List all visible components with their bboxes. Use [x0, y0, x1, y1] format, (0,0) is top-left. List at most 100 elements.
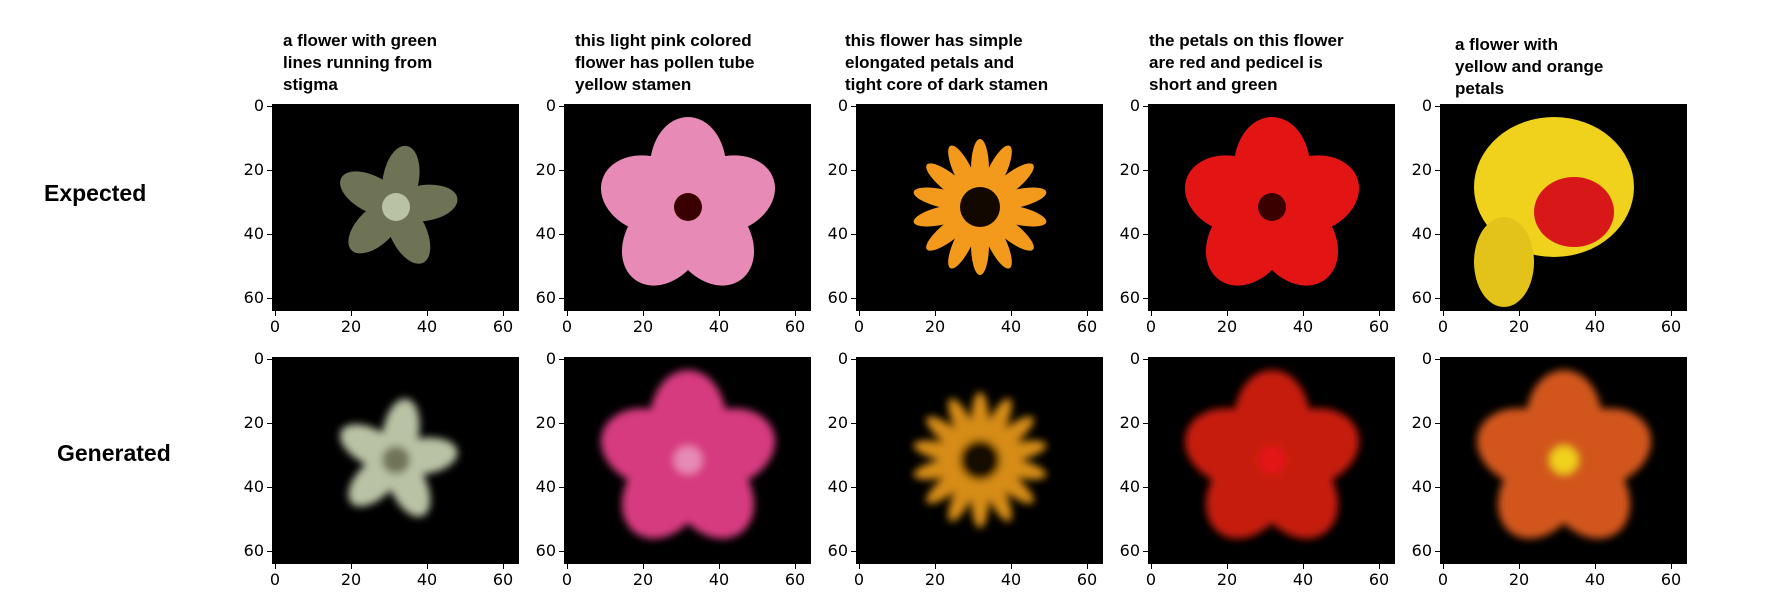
x-tick: [427, 564, 428, 569]
orange-yellow-blurry-flower-image: [913, 392, 1047, 528]
x-tick: [1151, 564, 1152, 569]
dark-red-blurry-flower-image: [1184, 370, 1360, 539]
y-tick-label: 0: [545, 96, 556, 115]
y-tick: [851, 423, 856, 424]
y-tick: [267, 298, 272, 299]
y-axis-line: [1440, 104, 1441, 310]
y-tick: [1143, 298, 1148, 299]
y-tick: [559, 487, 564, 488]
x-tick: [1087, 564, 1088, 569]
x-tick-label: 60: [1076, 570, 1098, 589]
x-tick: [351, 564, 352, 569]
y-tick-label: 0: [1129, 349, 1140, 368]
y-tick: [1143, 106, 1148, 107]
x-tick-label: 20: [1508, 317, 1530, 336]
x-tick: [1227, 564, 1228, 569]
y-tick-label: 60: [827, 288, 848, 307]
y-tick-label: 0: [545, 349, 556, 368]
panel-caption: the petals on this flower are red and pe…: [1149, 31, 1344, 94]
x-axis-line: [856, 563, 1103, 564]
y-tick: [851, 170, 856, 171]
x-tick-label: 0: [1437, 317, 1449, 336]
x-axis-line: [856, 310, 1103, 311]
x-tick-label: 60: [1076, 317, 1098, 336]
x-tick-label: 40: [708, 317, 730, 336]
x-tick-label: 20: [632, 570, 654, 589]
y-tick: [851, 298, 856, 299]
panel-caption: this flower has simple elongated petals …: [845, 31, 1049, 94]
x-tick: [795, 311, 796, 316]
x-tick-label: 40: [708, 570, 730, 589]
y-tick: [851, 106, 856, 107]
x-tick-label: 60: [492, 570, 514, 589]
magenta-blurry-flower-image: [600, 370, 776, 539]
x-tick: [1519, 311, 1520, 316]
y-tick-label: 20: [1411, 413, 1432, 432]
y-tick: [1435, 170, 1440, 171]
y-tick-label: 0: [253, 96, 264, 115]
y-tick-label: 60: [243, 288, 264, 307]
x-tick-label: 0: [853, 317, 865, 336]
x-tick-label: 20: [924, 317, 946, 336]
x-tick: [351, 311, 352, 316]
x-tick: [935, 564, 936, 569]
x-tick-label: 20: [1216, 570, 1238, 589]
x-tick: [1227, 311, 1228, 316]
generated-image-panel: [1149, 357, 1395, 563]
y-tick: [267, 551, 272, 552]
y-tick-label: 0: [837, 96, 848, 115]
y-axis-line: [564, 357, 565, 563]
y-tick: [267, 359, 272, 360]
y-tick-label: 40: [535, 477, 556, 496]
expected-image-panel: [273, 104, 519, 310]
generated-image-panel: [857, 357, 1103, 563]
x-tick-label: 40: [1292, 317, 1314, 336]
x-tick-label: 60: [784, 570, 806, 589]
y-tick-label: 20: [827, 160, 848, 179]
x-axis-line: [564, 563, 811, 564]
y-axis-line: [1148, 104, 1149, 310]
y-tick: [851, 487, 856, 488]
y-tick: [1143, 170, 1148, 171]
y-tick-label: 20: [243, 160, 264, 179]
y-tick: [267, 487, 272, 488]
y-tick-label: 40: [827, 224, 848, 243]
y-tick-label: 40: [243, 224, 264, 243]
x-axis-line: [1148, 310, 1395, 311]
y-tick-label: 40: [1119, 477, 1140, 496]
x-tick: [1595, 564, 1596, 569]
y-tick: [267, 423, 272, 424]
x-tick: [859, 564, 860, 569]
x-tick: [503, 564, 504, 569]
y-tick: [559, 234, 564, 235]
x-tick: [1671, 311, 1672, 316]
y-tick: [1435, 423, 1440, 424]
y-axis-line: [564, 104, 565, 310]
y-tick: [1435, 359, 1440, 360]
x-tick-label: 40: [1000, 570, 1022, 589]
generated-image-panel: [565, 357, 811, 563]
y-tick: [267, 106, 272, 107]
y-tick: [1143, 234, 1148, 235]
x-tick-label: 20: [1508, 570, 1530, 589]
y-tick-label: 0: [1129, 96, 1140, 115]
x-tick-label: 40: [416, 570, 438, 589]
x-axis-line: [1440, 563, 1687, 564]
y-tick-label: 60: [535, 541, 556, 560]
y-tick-label: 60: [243, 541, 264, 560]
y-tick-label: 0: [253, 349, 264, 368]
y-tick-label: 40: [535, 224, 556, 243]
x-tick-label: 20: [632, 317, 654, 336]
x-tick-label: 40: [1000, 317, 1022, 336]
x-tick: [275, 311, 276, 316]
y-tick: [267, 234, 272, 235]
y-axis-line: [856, 357, 857, 563]
y-tick-label: 0: [1421, 96, 1432, 115]
yellow-red-gladiolus-image: [1474, 117, 1634, 307]
x-tick-label: 0: [1145, 317, 1157, 336]
x-tick-label: 40: [1584, 317, 1606, 336]
y-tick: [1143, 423, 1148, 424]
y-tick: [1435, 298, 1440, 299]
y-tick-label: 40: [827, 477, 848, 496]
panel-caption: a flower with yellow and orange petals: [1455, 35, 1604, 98]
